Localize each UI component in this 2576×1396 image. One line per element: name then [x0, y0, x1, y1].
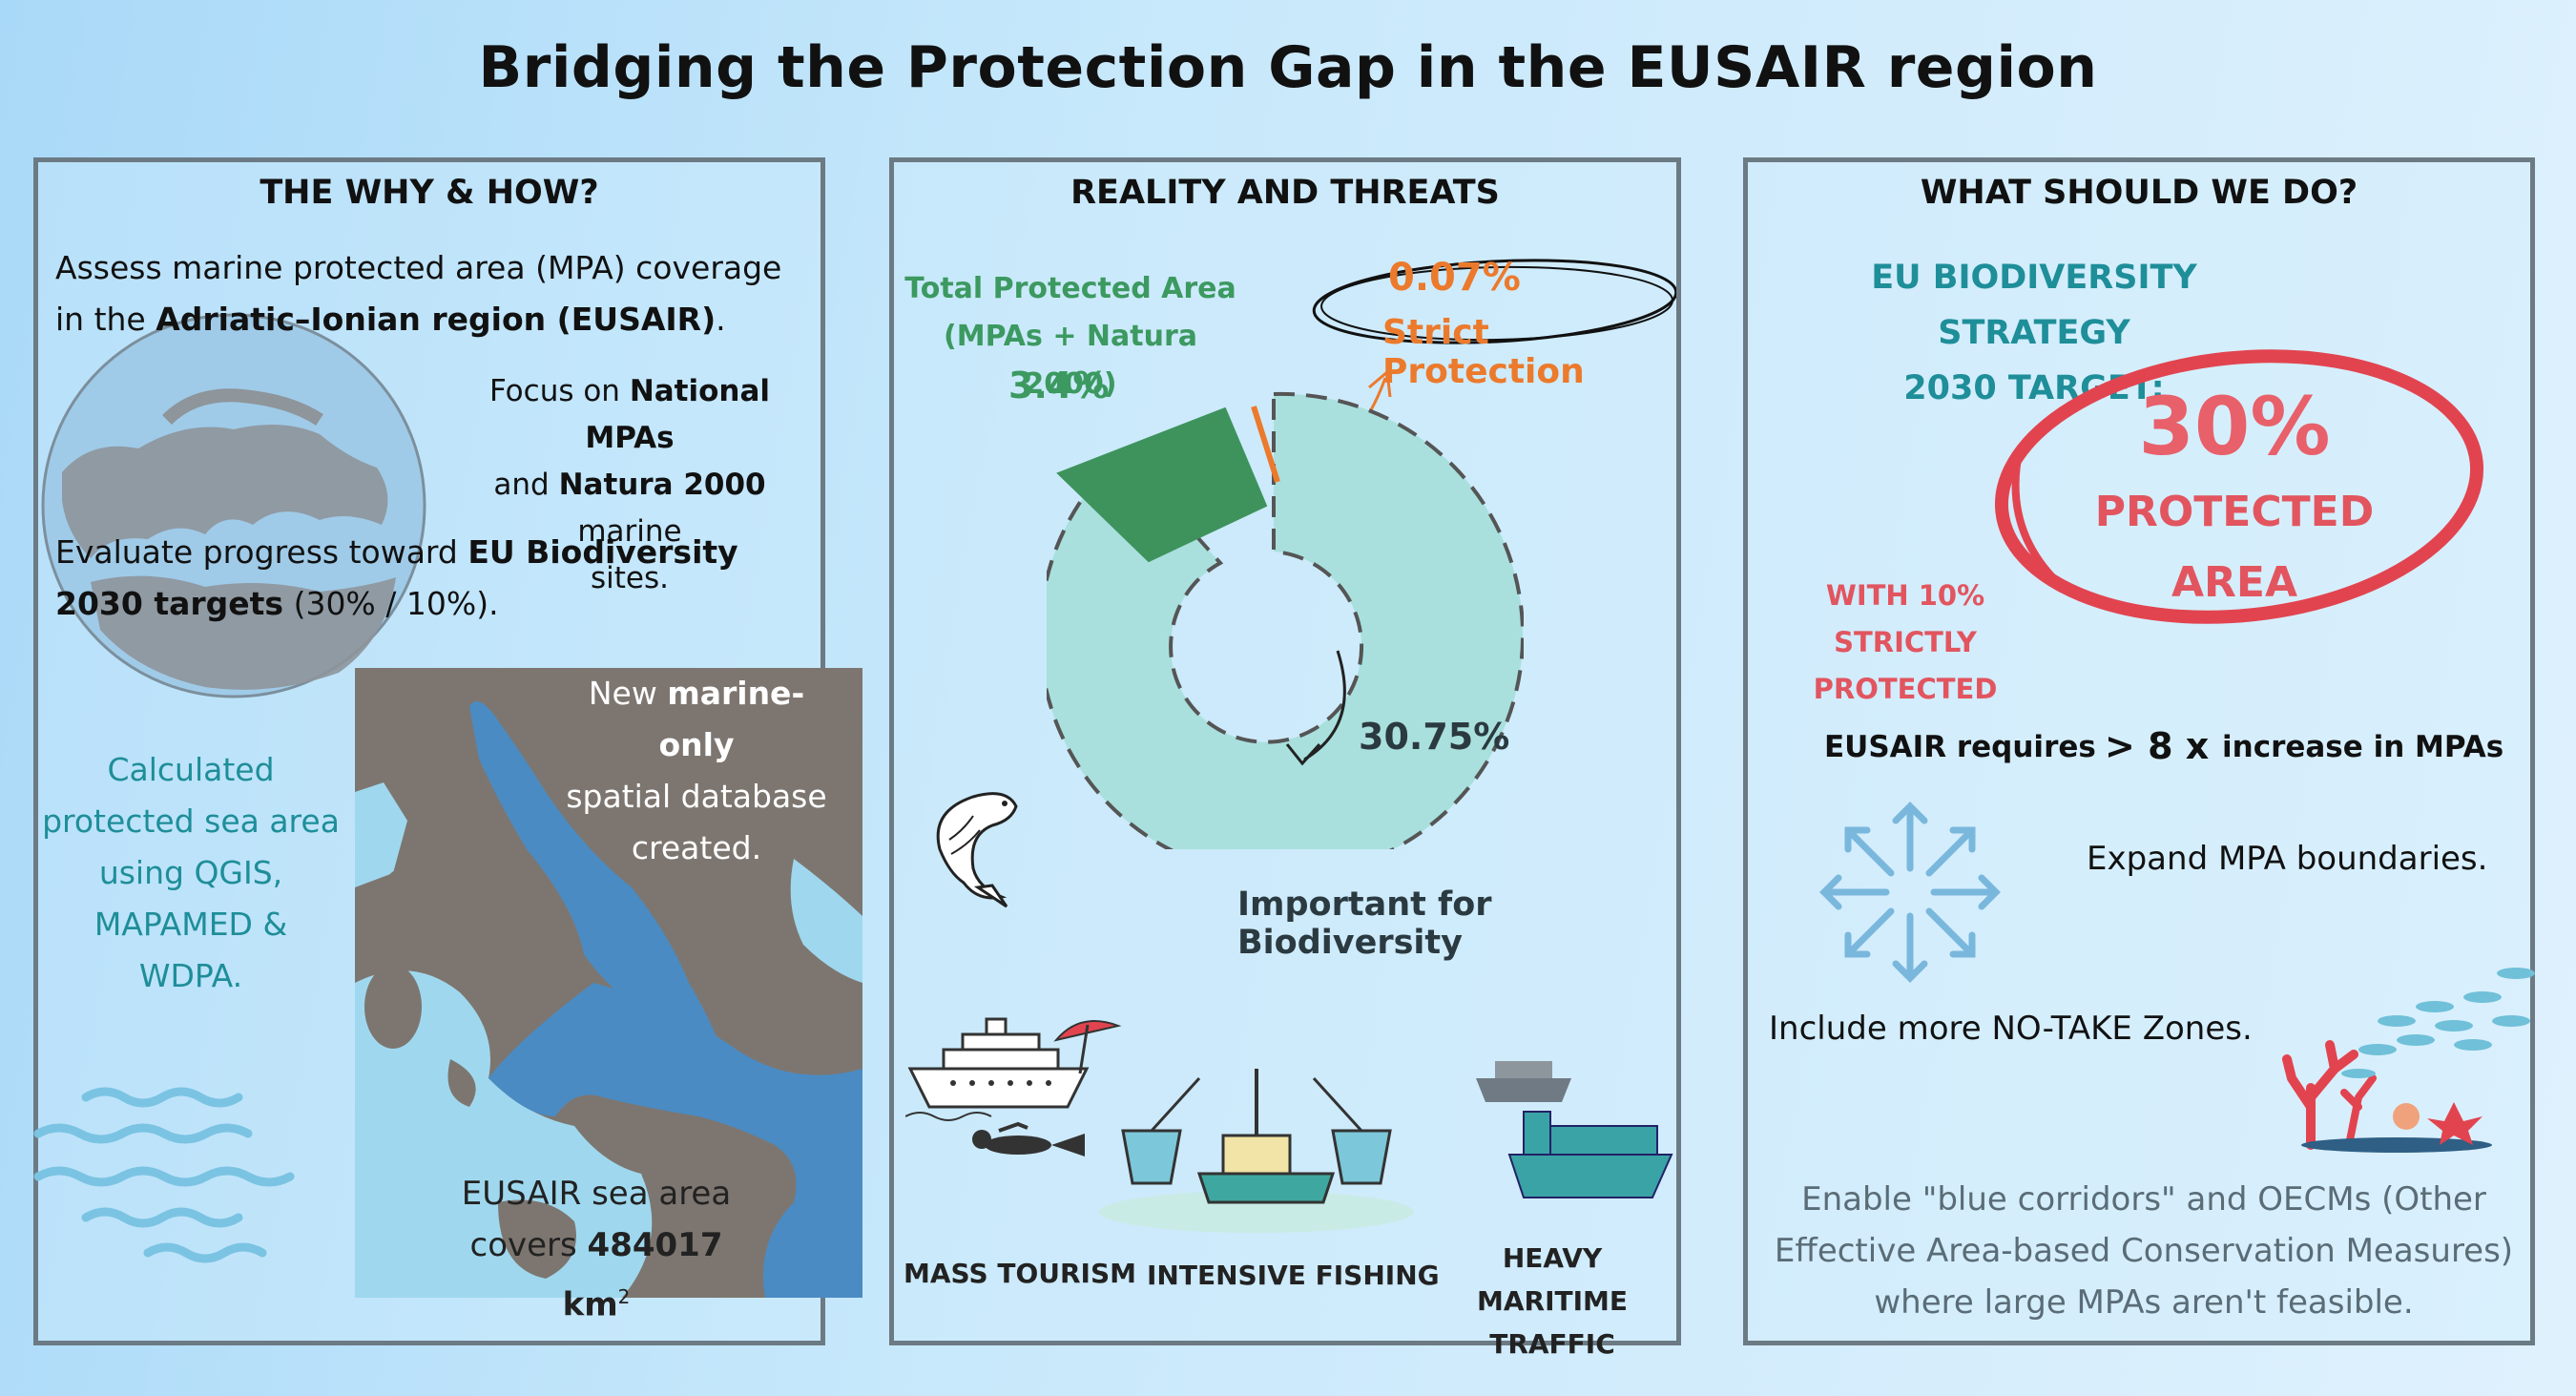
- area-line-2: covers 484017 km2: [434, 1219, 758, 1330]
- assess-text: Assess marine protected area (MPA) cover…: [55, 242, 781, 345]
- assess-line-1: Assess marine protected area (MPA) cover…: [55, 249, 782, 286]
- calculated-text: Calculated protected sea area using QGIS…: [38, 744, 343, 1002]
- page-title: Bridging the Protection Gap in the EUSAI…: [478, 34, 2098, 101]
- evaluate-prefix: Evaluate progress toward: [55, 533, 468, 571]
- protection-donut-chart: [1047, 391, 1524, 849]
- biodiv-pct: 30.75%: [1359, 716, 1510, 758]
- notake-text: Include more NO-TAKE Zones.: [1769, 1010, 2253, 1048]
- requires-multiplier: > 8 x: [2105, 725, 2210, 767]
- threat-traffic: HEAVY MARITIME TRAFFIC: [1428, 1237, 1676, 1365]
- strict-label: Strict Protection: [1382, 313, 1585, 391]
- expand-arrows-icon: [1819, 802, 2001, 983]
- db-line-3: created.: [631, 829, 762, 866]
- focus-and: and: [493, 468, 559, 502]
- calc-line-1: Calculated: [107, 751, 275, 788]
- panel-what-do: WHAT SHOULD WE DO? EU BIODIVERSITY STRAT…: [1743, 157, 2535, 1345]
- strict-target: WITH 10% STRICTLY PROTECTED: [1748, 573, 2063, 713]
- assess-line-2: in the Adriatic–Ionian region (EUSAIR).: [55, 294, 781, 345]
- fish-school-icon: [2341, 968, 2535, 1078]
- expand-text: Expand MPA boundaries.: [2087, 840, 2488, 878]
- diver-icon: [972, 1121, 1085, 1156]
- db-line-1: New marine-only: [553, 668, 840, 771]
- evaluate-line-1: Evaluate progress toward EU Biodiversity: [55, 527, 738, 578]
- fish-icon: [936, 792, 1018, 908]
- assess-region: Adriatic–Ionian region (EUSAIR): [156, 301, 717, 338]
- target-line-1: PROTECTED: [2094, 488, 2375, 536]
- total-label-line-2: (MPAs + Natura 2000): [944, 320, 1197, 401]
- area-unit-sup: 2: [617, 1285, 631, 1308]
- umbrella-icon: [1053, 1020, 1122, 1074]
- strict-pct: 0.07%: [1388, 256, 1521, 300]
- enable-line-1: Enable "blue corridors" and OECMs (Other: [1801, 1180, 2486, 1219]
- enable-line-3: where large MPAs aren't feasible.: [1874, 1283, 2414, 1322]
- calc-line-4: MAPAMED &: [93, 906, 288, 943]
- panel-reality-title: REALITY AND THREATS: [1070, 174, 1500, 212]
- area-prefix: covers: [469, 1226, 588, 1264]
- area-line-1: EUSAIR sea area: [461, 1175, 732, 1213]
- database-text: New marine-only spatial database created…: [553, 668, 840, 874]
- db-marine-only: marine-only: [658, 675, 805, 763]
- assess-suffix: .: [716, 301, 726, 338]
- cruise-ship-icon: [905, 1017, 1090, 1121]
- enable-line-2: Effective Area-based Conservation Measur…: [1774, 1232, 2514, 1270]
- assess-prefix: in the: [55, 301, 156, 338]
- evaluate-line-2: 2030 targets (30% / 10%).: [55, 578, 738, 630]
- cargo-ship-icon: [1476, 1061, 1673, 1198]
- map-icon: [355, 668, 862, 1298]
- trawler-icon: [1099, 1069, 1414, 1233]
- panel-reality-threats: REALITY AND THREATS Total Protected Area…: [889, 157, 1681, 1360]
- focus-line-3: sites.: [591, 561, 669, 595]
- total-label-line-1: Total Protected Area: [904, 272, 1236, 305]
- sea-area-text: EUSAIR sea area covers 484017 km2: [434, 1168, 758, 1330]
- focus-marine: marine: [577, 514, 682, 549]
- evaluate-text: Evaluate progress toward EU Biodiversity…: [55, 527, 738, 630]
- biodiv-label: Important for Biodiversity: [1237, 886, 1492, 962]
- enable-text: Enable "blue corridors" and OECMs (Other…: [1748, 1174, 2540, 1328]
- target-pct: 30%: [2138, 380, 2331, 473]
- focus-text: Focus on National MPAs and Natura 2000 m…: [444, 368, 816, 602]
- target-line-2: AREA: [2171, 558, 2298, 607]
- strategy-text: EU BIODIVERSITY STRATEGY 2030 TARGET:: [1786, 250, 2282, 416]
- threat-traffic-line-1: HEAVY MARITIME: [1476, 1242, 1629, 1317]
- target-circle-icon: [1994, 349, 2484, 624]
- threat-traffic-line-2: TRAFFIC: [1489, 1328, 1615, 1360]
- threat-tourism: MASS TOURISM: [904, 1258, 1137, 1289]
- focus-prefix: Focus on: [488, 374, 630, 408]
- focus-line-2: and Natura 2000 marine: [444, 462, 816, 555]
- calc-line-5: WDPA.: [138, 957, 243, 994]
- panel-what-title: WHAT SHOULD WE DO?: [1920, 174, 2358, 212]
- globe-icon: [41, 313, 426, 698]
- db-prefix: New: [588, 675, 668, 712]
- db-line-2: spatial database: [566, 778, 827, 815]
- evaluate-percent: (30% / 10%).: [283, 585, 499, 622]
- strict-target-line-1: WITH 10%: [1825, 579, 1985, 612]
- coral-reef-icon: [2282, 1040, 2492, 1153]
- threat-fishing: INTENSIVE FISHING: [1147, 1260, 1440, 1291]
- strategy-line-1: EU BIODIVERSITY STRATEGY: [1871, 259, 2197, 352]
- focus-national-mpas: National MPAs: [585, 374, 771, 455]
- calc-line-3: using QGIS,: [98, 854, 283, 891]
- strict-target-line-2: STRICTLY PROTECTED: [1813, 626, 1998, 705]
- total-protected-pct: 3.4%: [1008, 365, 1110, 406]
- evaluate-targets: 2030 targets: [55, 585, 284, 622]
- panel-why-how-title: THE WHY & HOW?: [260, 174, 599, 212]
- total-protected-label: Total Protected Area (MPAs + Natura 2000…: [894, 265, 1247, 408]
- calc-line-2: protected sea area: [42, 802, 340, 840]
- area-value: 484017 km: [562, 1226, 723, 1324]
- waves-icon: [33, 1087, 295, 1263]
- focus-line-1: Focus on National MPAs: [444, 368, 816, 462]
- evaluate-eu-biodiversity: EU Biodiversity: [467, 533, 738, 571]
- focus-natura: Natura 2000: [558, 468, 766, 502]
- target-label: PROTECTED AREA: [2091, 477, 2378, 618]
- requires-prefix: EUSAIR requires: [1824, 730, 2096, 764]
- panel-why-how: THE WHY & HOW? Assess marine protected a…: [33, 157, 862, 1345]
- requires-suffix: increase in MPAs: [2222, 730, 2504, 764]
